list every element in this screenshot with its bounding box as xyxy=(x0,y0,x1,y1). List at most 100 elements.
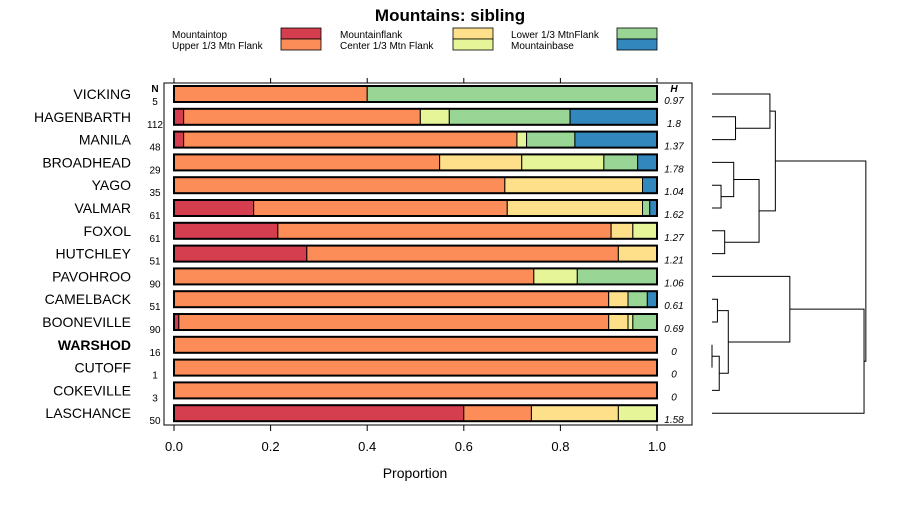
legend-swatch xyxy=(616,27,658,40)
bar-segment xyxy=(439,153,523,171)
bar-row: FOXOL 61 1.27 xyxy=(84,221,684,245)
n-value: 35 xyxy=(149,188,161,199)
legend-swatch xyxy=(280,38,322,51)
bar-row: COKEVILLE 3 0 xyxy=(53,381,677,404)
row-label: CAMELBACK xyxy=(45,291,132,307)
bar-row: BROADHEAD 29 1.78 xyxy=(42,153,684,176)
bar-segment xyxy=(173,85,368,103)
h-value: 0.61 xyxy=(664,301,683,312)
dendrogram-link xyxy=(712,355,720,391)
bar-segment xyxy=(610,222,634,240)
bar-segment xyxy=(569,108,658,126)
bar-segment xyxy=(526,131,576,149)
bar-segment xyxy=(253,199,508,217)
x-axis-title: Proportion xyxy=(383,465,448,481)
bar-segment xyxy=(506,199,644,217)
bar-segment xyxy=(632,313,658,331)
legend-label: Mountainflank xyxy=(340,30,403,41)
row-label: CUTOFF xyxy=(74,360,131,376)
dendrogram-link xyxy=(712,184,722,209)
legend-label: Center 1/3 Mtn Flank xyxy=(340,41,434,52)
row-label: HAGENBARTH xyxy=(34,109,131,125)
bar-segment xyxy=(173,336,658,354)
h-value: 0.97 xyxy=(664,96,684,107)
x-axis: 0.0 0.2 0.4 0.6 0.8 1.0 xyxy=(165,78,666,454)
bar-segment xyxy=(646,290,658,308)
bar-segment xyxy=(448,108,571,126)
bar-segment xyxy=(617,404,658,422)
row-label: BOONEVILLE xyxy=(42,314,131,330)
bar-segment xyxy=(576,267,658,285)
n-value: 51 xyxy=(149,257,161,268)
bar-outline xyxy=(173,267,658,286)
bar-segment xyxy=(183,108,421,126)
bar-row: CAMELBACK 51 0.61 xyxy=(45,290,684,313)
bar-row: HUTCHLEY 51 1.21 xyxy=(56,244,684,268)
bar-outline xyxy=(173,107,658,126)
n-value: 3 xyxy=(152,393,158,404)
bar-segment xyxy=(603,153,639,171)
legend-label: Mountainbase xyxy=(511,41,574,52)
bar-segment xyxy=(173,290,610,308)
row-label: COKEVILLE xyxy=(53,382,131,398)
row-label: FOXOL xyxy=(84,223,132,239)
legend-swatch xyxy=(452,38,494,51)
bar-segment xyxy=(504,176,644,194)
bar-outline xyxy=(173,244,658,263)
legend-swatch xyxy=(452,27,494,40)
row-label: HUTCHLEY xyxy=(56,246,132,262)
h-value: 1.27 xyxy=(664,233,684,244)
legend-label: Mountaintop xyxy=(172,30,227,41)
h-value: 0 xyxy=(671,392,677,403)
bar-segment xyxy=(533,267,578,285)
bar-segment xyxy=(173,199,255,217)
bar-outline xyxy=(173,404,658,423)
plot-frame xyxy=(163,82,693,426)
bar-segment xyxy=(178,313,610,331)
bar-segment xyxy=(649,199,658,217)
n-value: 16 xyxy=(149,348,161,359)
bar-segment xyxy=(419,108,450,126)
bar-segment xyxy=(183,131,518,149)
chart-title: Mountains: sibling xyxy=(375,6,525,25)
bar-row: VICKING 5 0.97 xyxy=(73,85,684,108)
bar-row: PAVOHROO 90 1.06 xyxy=(52,267,684,290)
legend-label: Upper 1/3 Mtn Flank xyxy=(172,41,264,52)
row-label: PAVOHROO xyxy=(52,268,131,284)
row-label: YAGO xyxy=(92,177,132,193)
legend-swatch xyxy=(616,38,658,51)
bar-segment xyxy=(366,85,658,103)
row-label: MANILA xyxy=(79,132,132,148)
bar-outline xyxy=(173,130,658,149)
bar-segment xyxy=(530,404,619,422)
h-value: 1.78 xyxy=(664,164,684,175)
x-tick-label: 1.0 xyxy=(648,439,666,454)
dendrogram-link xyxy=(759,110,776,212)
bar-segment xyxy=(642,176,658,194)
bar-segment xyxy=(173,359,658,377)
row-label: BROADHEAD xyxy=(42,154,131,170)
bar-segment xyxy=(608,290,629,308)
bar-segment xyxy=(608,313,629,331)
dendrogram-link xyxy=(712,308,865,414)
n-value: 90 xyxy=(149,325,161,336)
bar-segment xyxy=(574,131,658,149)
n-value: 48 xyxy=(149,143,161,154)
h-value: 1.04 xyxy=(664,187,684,198)
bar-outline xyxy=(173,358,658,377)
bar-segment xyxy=(637,153,658,171)
bar-segment xyxy=(521,153,605,171)
bar-outline xyxy=(173,313,658,331)
dendrogram-link xyxy=(712,230,726,255)
h-value: 0 xyxy=(671,347,677,358)
x-tick-label: 0.8 xyxy=(551,439,569,454)
dendrogram-link xyxy=(775,160,867,362)
bar-outline xyxy=(173,381,658,400)
bar-segment xyxy=(173,245,308,263)
bar-segment xyxy=(632,222,658,240)
bar-row: HAGENBARTH 112 1.8 xyxy=(34,107,681,131)
n-value: 61 xyxy=(149,211,161,222)
bar-row: WARSHOD 16 0 xyxy=(58,335,677,359)
bar-segment xyxy=(277,222,612,240)
